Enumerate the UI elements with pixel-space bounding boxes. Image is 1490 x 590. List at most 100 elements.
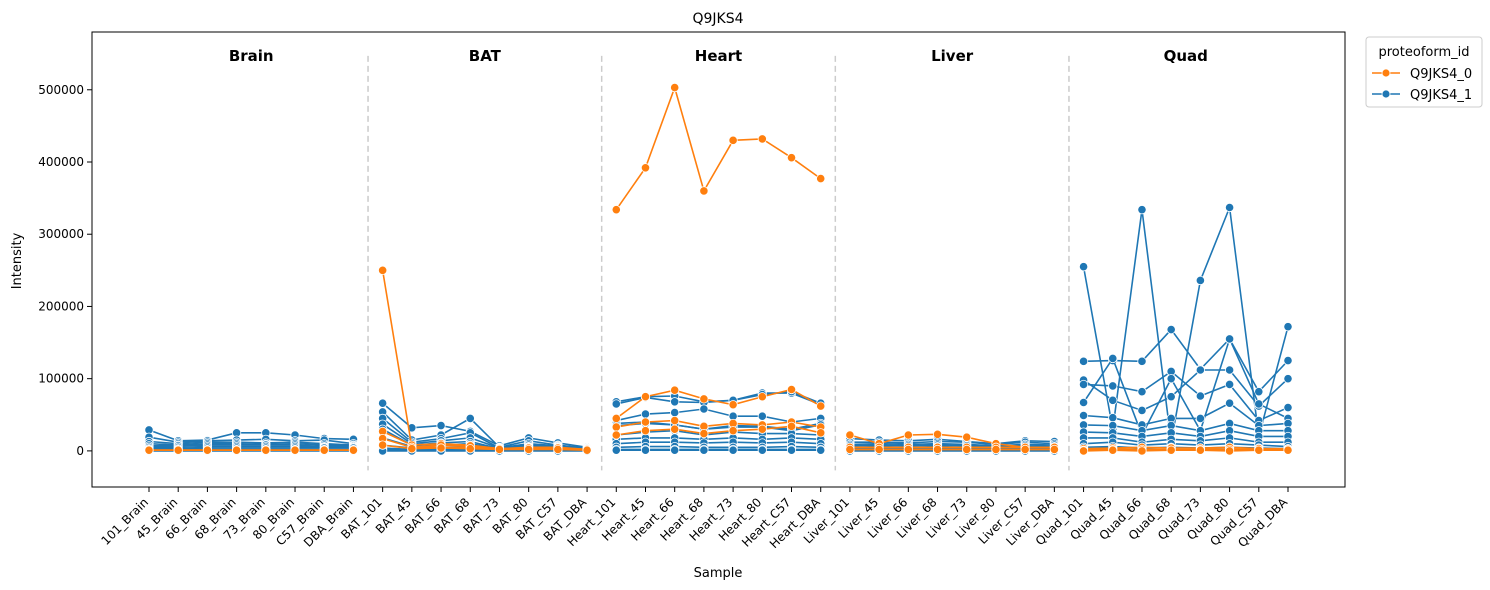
data-point [494, 444, 505, 455]
data-point [611, 205, 621, 215]
data-point [1137, 405, 1147, 416]
data-point [786, 153, 797, 163]
data-point [1137, 205, 1147, 215]
series-line [615, 85, 822, 211]
data-point [640, 426, 651, 436]
legend-marker [1381, 68, 1391, 78]
data-point [786, 384, 797, 395]
data-point [670, 415, 680, 426]
data-point [1283, 322, 1293, 332]
data-point [728, 135, 738, 145]
data-point [757, 411, 767, 421]
data-point [290, 445, 300, 455]
data-point [1283, 356, 1293, 366]
data-point [1283, 445, 1293, 455]
data-point [845, 430, 855, 440]
data-point [757, 445, 767, 455]
data-point [611, 430, 621, 440]
data-point [1166, 445, 1176, 455]
series-line [616, 422, 821, 432]
series-line [149, 447, 354, 450]
series-line [616, 408, 821, 423]
plot-area: 0100000200000300000400000500000101_Brain… [38, 31, 1346, 551]
data-point [1195, 413, 1205, 423]
series-Q9JKS4_0 [144, 83, 1293, 455]
data-point [144, 445, 154, 455]
data-point [757, 424, 767, 434]
data-point [1195, 445, 1205, 455]
series-line [616, 429, 821, 436]
data-point [465, 444, 475, 454]
legend-label: Q9JKS4_0 [1410, 67, 1472, 82]
data-point [1137, 446, 1147, 456]
data-point [1224, 379, 1235, 390]
data-point [962, 444, 972, 455]
data-point [1137, 387, 1147, 397]
legend-marker [1381, 89, 1391, 99]
legend: proteoform_id Q9JKS4_0 Q9JKS4_1 [1365, 36, 1483, 108]
data-point [1283, 374, 1293, 384]
data-point [1020, 444, 1030, 455]
data-point [524, 444, 534, 455]
data-point [1224, 365, 1235, 375]
data-point [670, 445, 680, 455]
data-point [582, 445, 592, 455]
data-point [202, 445, 213, 455]
y-tick-label: 200000 [38, 299, 84, 313]
data-point [1049, 444, 1059, 455]
data-point [1166, 374, 1176, 384]
data-point [436, 421, 446, 431]
y-tick-label: 400000 [38, 155, 84, 169]
data-point [407, 444, 417, 454]
series-line [148, 429, 354, 442]
data-point [670, 408, 680, 418]
series-line [616, 445, 821, 449]
group-label: Brain [229, 47, 274, 65]
group-label: BAT [469, 47, 502, 65]
data-point [699, 404, 709, 414]
series-line [1082, 336, 1289, 437]
legend-label: Q9JKS4_1 [1410, 88, 1472, 103]
data-point [553, 444, 563, 455]
data-point [1224, 334, 1235, 344]
y-axis-label: Intensity [10, 232, 25, 289]
data-point [640, 445, 651, 455]
series-line [1083, 422, 1288, 432]
series-line [382, 444, 588, 451]
data-point [1224, 202, 1235, 213]
legend-frame [1365, 36, 1483, 108]
series-line [1082, 204, 1289, 443]
data-point [1166, 392, 1176, 402]
data-point [670, 397, 680, 407]
data-point [699, 186, 709, 196]
data-point [1283, 402, 1293, 413]
legend-title: proteoform_id [1379, 45, 1470, 60]
series-line [148, 436, 354, 445]
data-point [1078, 356, 1089, 366]
series-line [382, 423, 588, 450]
data-point [1078, 397, 1089, 408]
data-point [1195, 275, 1205, 286]
series-line [1083, 441, 1289, 448]
data-point [1078, 262, 1089, 272]
series-line [382, 437, 588, 451]
y-tick-label: 500000 [38, 83, 84, 97]
data-point [845, 444, 855, 455]
data-point [728, 445, 738, 455]
data-point [816, 445, 826, 455]
data-point [611, 413, 621, 423]
series-Q9JKS4_1 [144, 202, 1293, 452]
data-point [1108, 445, 1118, 455]
data-point [1078, 446, 1089, 456]
data-point [232, 445, 242, 455]
series-line [1083, 449, 1288, 452]
data-point [786, 421, 797, 431]
series-line [1083, 429, 1288, 438]
series-line [1083, 402, 1289, 427]
data-point [640, 392, 651, 402]
data-point [1254, 399, 1264, 409]
series-line [616, 419, 821, 428]
data-point [378, 398, 388, 408]
series-line [382, 411, 588, 449]
